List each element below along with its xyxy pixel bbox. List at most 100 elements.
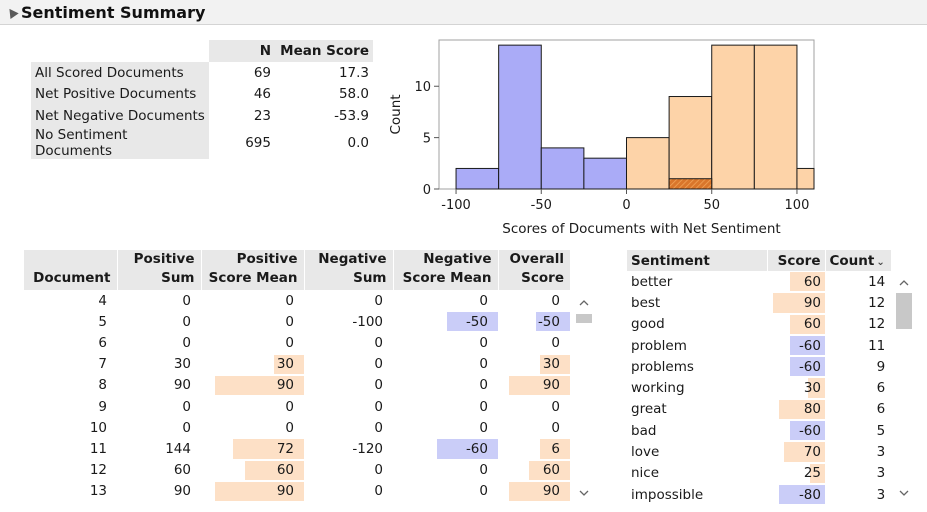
document-table-scrollbar[interactable] <box>575 292 593 508</box>
col-positive-sum[interactable]: Positive Sum <box>117 250 202 290</box>
scroll-thumb <box>576 314 592 323</box>
cell-nsm: 0 <box>479 483 488 500</box>
table-row[interactable]: 9 0 0 0 0 0 <box>24 396 570 417</box>
document-scrollbar-graphic[interactable] <box>575 292 593 508</box>
cell-ps: 30 <box>173 356 191 373</box>
table-row[interactable]: 10 0 0 0 0 0 <box>24 417 570 438</box>
y-axis-label: Count <box>388 94 404 134</box>
summary-row: All Scored Documents 69 17.3 <box>31 62 373 84</box>
summary-row: Net Negative Documents 23 -53.9 <box>31 105 373 127</box>
sentiment-scrollbar-graphic[interactable] <box>895 271 913 508</box>
summary-table: N Mean Score All Scored Documents 69 17.… <box>31 40 373 159</box>
x-tick-label: 50 <box>703 198 720 213</box>
score-bar <box>447 312 498 332</box>
cell-doc: 12 <box>89 462 107 479</box>
list-item[interactable]: better 60 14 <box>627 271 891 292</box>
histogram-bar <box>455 167 500 190</box>
table-row[interactable]: 6 0 0 0 0 0 <box>24 332 570 353</box>
list-item[interactable]: great 80 6 <box>627 399 891 420</box>
cell-os: 60 <box>498 460 570 481</box>
list-item[interactable]: working 30 6 <box>627 377 891 398</box>
summary-col-mean: Mean Score <box>275 40 373 62</box>
table-row[interactable]: 13 90 90 0 0 90 <box>24 481 570 502</box>
cell-os: -50 <box>498 311 570 332</box>
score-bar <box>509 375 570 395</box>
cell-nsm: 0 <box>479 292 488 309</box>
sentiment-count: 9 <box>876 358 886 375</box>
score-bar <box>215 375 304 395</box>
cell-os: 30 <box>498 354 570 375</box>
score-bar <box>784 442 825 462</box>
col-score[interactable]: Score <box>767 250 826 271</box>
histogram-bar <box>753 44 798 190</box>
cell-os: 0 <box>551 398 560 415</box>
col-negative-score-mean[interactable]: Negative Score Mean <box>393 250 499 290</box>
sentiment-score: 25 <box>767 463 825 484</box>
list-item[interactable]: impossible -80 3 <box>627 484 891 505</box>
cell-psm: 0 <box>285 398 294 415</box>
cell-psm: 0 <box>285 292 294 309</box>
table-row[interactable]: 12 60 60 0 0 60 <box>24 460 570 481</box>
list-item[interactable]: best 90 12 <box>627 292 891 313</box>
list-item[interactable]: problems -60 9 <box>627 356 891 377</box>
chevron-down-icon[interactable]: ⌄ <box>876 256 885 268</box>
table-row[interactable]: 4 0 0 0 0 0 <box>24 290 570 311</box>
sentiment-term: best <box>631 294 661 311</box>
cell-os: 0 <box>551 419 560 436</box>
score-bar <box>529 460 570 480</box>
list-item[interactable]: love 70 3 <box>627 441 891 462</box>
score-bar <box>245 460 304 480</box>
sentiment-score: 70 <box>767 441 825 462</box>
col-positive-score-mean[interactable]: Positive Score Mean <box>201 250 305 290</box>
cell-ps: 90 <box>173 483 191 500</box>
document-table-panel: Document Positive Sum Positive Score Mean … <box>24 250 596 508</box>
score-bar <box>215 481 304 501</box>
disclosure-triangle-icon[interactable] <box>5 5 19 19</box>
sentiment-score: 60 <box>767 271 825 292</box>
sentiment-histogram: -100 -50 0 50 100 0 5 10 Scores of Documents wit… <box>388 39 815 237</box>
cell-doc: 8 <box>98 377 107 394</box>
x-axis-label: Scores of Documents with Net Sentiment <box>502 221 780 237</box>
cell-ns: -120 <box>352 440 383 457</box>
list-item[interactable]: problem -60 11 <box>627 335 891 356</box>
col-count[interactable]: Count ⌄ <box>825 250 892 271</box>
cell-nsm: 0 <box>479 356 488 373</box>
cell-ns: 0 <box>374 398 383 415</box>
histogram-bar <box>796 167 815 190</box>
cell-nsm: 0 <box>479 377 488 394</box>
list-item[interactable]: good 60 12 <box>627 314 891 335</box>
list-item[interactable]: nice 25 3 <box>627 463 891 484</box>
table-row[interactable]: 11 144 72 -120 -60 6 <box>24 438 570 459</box>
sentiment-score: -80 <box>767 484 825 505</box>
list-item[interactable]: bad -60 5 <box>627 420 891 441</box>
col-sentiment[interactable]: Sentiment <box>627 250 768 271</box>
sentiment-term: nice <box>631 465 660 482</box>
table-row[interactable]: 8 90 90 0 0 90 <box>24 375 570 396</box>
scroll-up-icon <box>899 280 909 286</box>
col-negative-sum[interactable]: Negative Sum <box>304 250 394 290</box>
sentiment-term: problem <box>631 337 687 354</box>
sentiment-table-scrollbar[interactable] <box>895 271 913 508</box>
score-bar <box>790 421 825 441</box>
score-bar <box>779 399 825 420</box>
score-bar <box>233 439 304 459</box>
score-bar <box>773 293 825 313</box>
highlighted-bar <box>668 178 713 190</box>
sentiment-score: 30 <box>767 377 825 398</box>
sentiment-score: 80 <box>767 399 825 420</box>
cell-nsm: 0 <box>479 462 488 479</box>
cell-ps: 90 <box>173 377 191 394</box>
scroll-down-icon <box>899 490 909 496</box>
col-overall-score[interactable]: Overall Score <box>498 250 570 290</box>
sentiment-term: impossible <box>631 486 704 503</box>
table-row[interactable]: 5 0 0 -100 -50 -50 <box>24 311 570 332</box>
score-bar <box>810 463 825 483</box>
x-tick-label: 0 <box>622 198 630 213</box>
score-bar <box>274 354 304 374</box>
sentiment-count: 12 <box>868 294 886 311</box>
table-row[interactable]: 7 30 30 0 0 30 <box>24 354 570 375</box>
cell-nsm: 0 <box>479 334 488 351</box>
cell-doc: 10 <box>89 419 107 436</box>
col-document[interactable]: Document <box>24 250 118 290</box>
score-bar <box>790 272 825 292</box>
